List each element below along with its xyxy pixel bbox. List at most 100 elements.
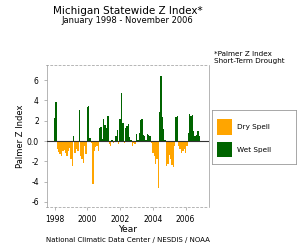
Text: Dry Spell: Dry Spell	[237, 124, 270, 130]
Bar	[72, 141, 73, 166]
Bar	[146, 140, 147, 141]
Bar	[110, 141, 111, 146]
Bar	[76, 141, 77, 149]
Bar	[193, 131, 194, 141]
Bar	[196, 135, 197, 141]
Bar	[116, 136, 117, 141]
Bar	[154, 141, 155, 156]
Bar	[74, 141, 76, 153]
Bar	[81, 141, 83, 159]
Bar	[102, 139, 103, 141]
Bar	[217, 119, 232, 135]
Bar	[172, 141, 174, 167]
Bar	[139, 133, 140, 141]
Bar	[162, 117, 163, 141]
Text: National Climatic Data Center / NESDIS / NOAA: National Climatic Data Center / NESDIS /…	[46, 237, 209, 243]
Bar	[99, 128, 100, 141]
Bar	[82, 141, 84, 163]
Bar	[111, 140, 112, 141]
Bar	[169, 141, 170, 155]
Bar	[132, 141, 133, 146]
Bar	[199, 136, 200, 141]
Bar	[91, 141, 92, 143]
Bar	[182, 141, 184, 151]
Bar	[194, 136, 196, 141]
Bar	[159, 112, 160, 141]
Bar	[163, 129, 164, 141]
Bar	[128, 124, 129, 141]
Bar	[119, 119, 121, 141]
Bar	[114, 141, 116, 142]
Bar	[58, 141, 59, 152]
Bar	[142, 135, 144, 141]
Bar	[148, 135, 149, 141]
Bar	[68, 141, 69, 151]
Bar	[178, 141, 179, 146]
Bar	[152, 141, 154, 153]
Bar	[129, 137, 130, 141]
Bar	[54, 118, 56, 141]
Bar	[136, 134, 137, 141]
Bar	[98, 141, 99, 151]
Bar	[158, 141, 159, 188]
Bar	[160, 76, 162, 141]
Bar	[104, 125, 106, 141]
Bar	[164, 140, 166, 141]
Bar	[188, 133, 189, 141]
Bar	[124, 141, 125, 143]
Bar	[107, 116, 109, 141]
Bar	[66, 141, 68, 156]
Bar	[149, 136, 151, 141]
Bar	[59, 141, 61, 154]
Bar	[133, 141, 134, 143]
Bar	[70, 141, 72, 159]
Bar	[155, 141, 156, 164]
Bar	[140, 120, 141, 141]
Bar	[181, 141, 182, 153]
Bar	[184, 141, 185, 149]
Bar	[151, 141, 152, 143]
Bar	[137, 140, 139, 141]
Bar	[189, 114, 190, 141]
Bar	[92, 141, 94, 184]
Bar	[130, 140, 132, 141]
Bar	[197, 131, 199, 141]
Bar	[80, 141, 81, 156]
Text: Michigan Statewide Z Index*: Michigan Statewide Z Index*	[53, 6, 202, 16]
Bar	[79, 110, 80, 141]
Bar	[109, 141, 110, 144]
Bar	[69, 141, 70, 148]
Bar	[88, 106, 89, 141]
Bar	[166, 141, 167, 166]
Bar	[147, 134, 148, 141]
Bar	[117, 130, 118, 141]
Bar	[126, 126, 128, 141]
Bar	[103, 119, 104, 141]
Bar	[65, 141, 66, 153]
Bar	[62, 141, 64, 151]
Bar	[56, 102, 57, 141]
Bar	[121, 93, 122, 141]
Bar	[125, 128, 126, 141]
Bar	[95, 141, 96, 147]
Bar	[89, 138, 91, 141]
Bar	[61, 141, 62, 156]
Bar	[170, 141, 171, 159]
Bar	[77, 141, 79, 151]
Bar	[176, 117, 177, 141]
Bar	[87, 107, 88, 141]
Bar	[118, 141, 119, 144]
Bar	[73, 136, 74, 141]
Bar	[122, 123, 124, 141]
Bar	[134, 141, 136, 144]
Bar	[179, 141, 181, 149]
Text: January 1998 - November 2006: January 1998 - November 2006	[61, 16, 194, 25]
Bar	[185, 141, 186, 153]
Bar	[167, 141, 169, 164]
Bar	[112, 141, 114, 143]
Bar	[64, 141, 65, 150]
Bar	[144, 136, 146, 141]
Bar	[186, 141, 188, 146]
Text: Wet Spell: Wet Spell	[237, 147, 271, 153]
Y-axis label: Palmer Z Index: Palmer Z Index	[16, 104, 25, 168]
